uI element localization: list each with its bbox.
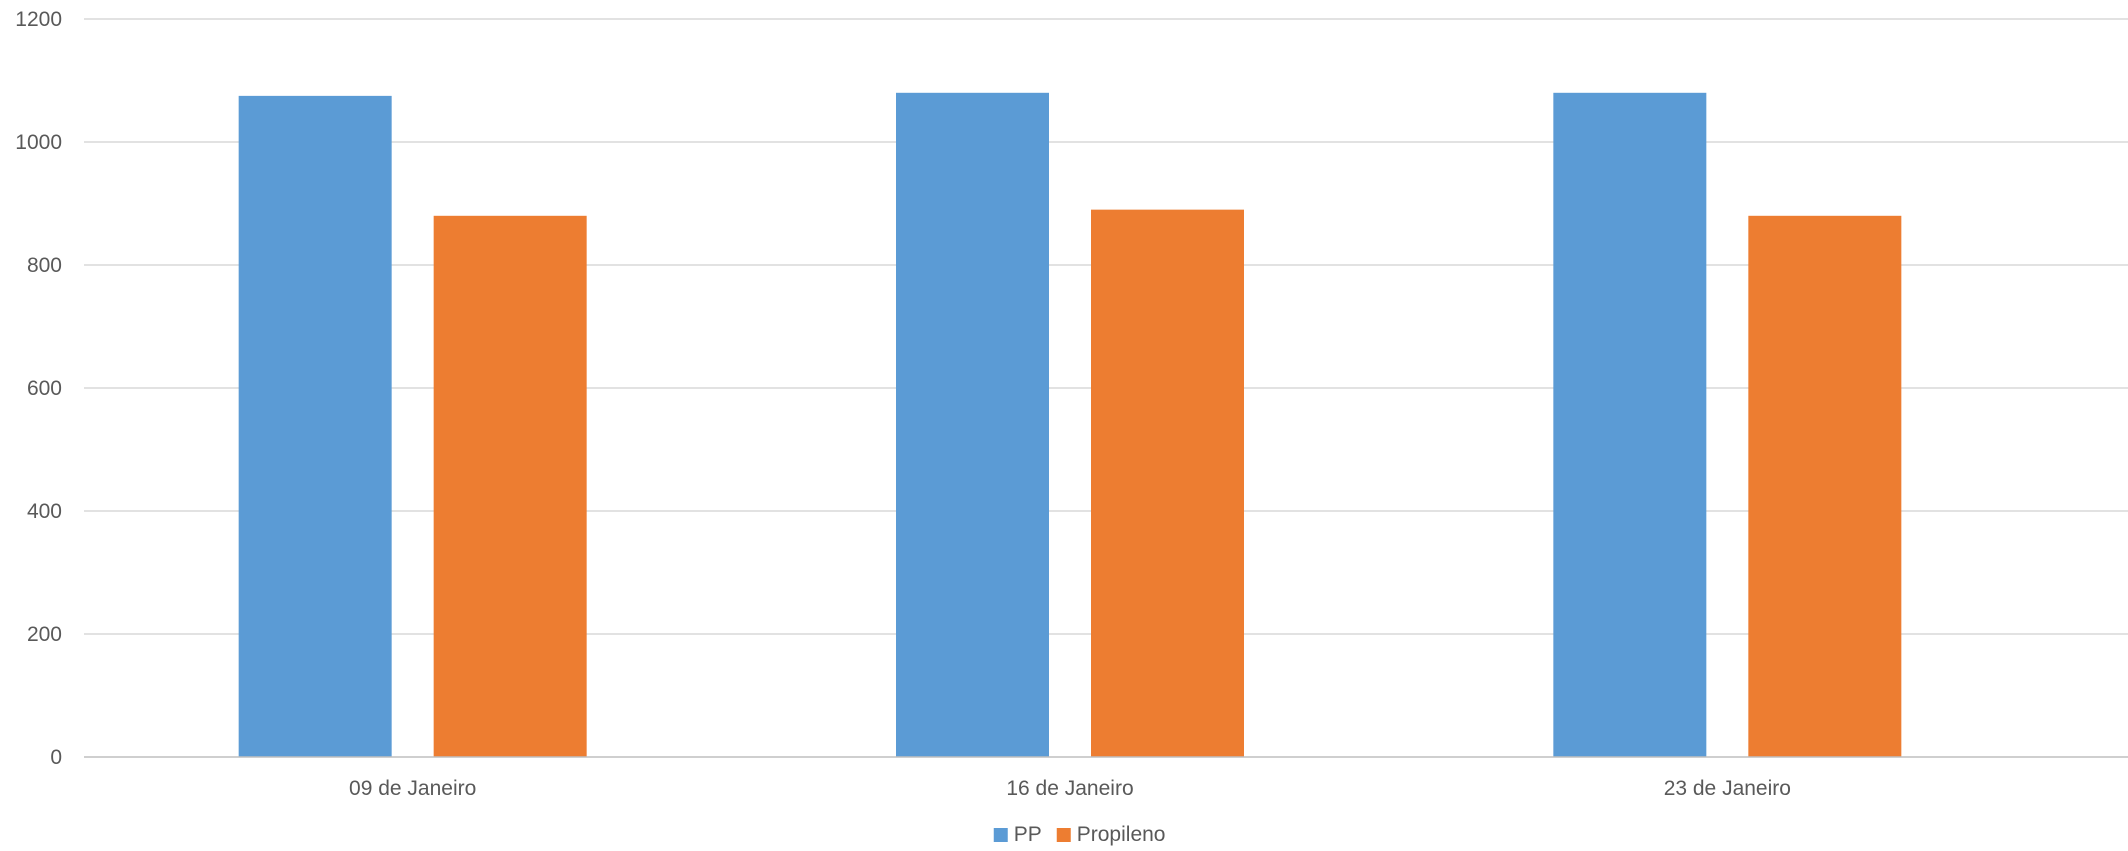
y-tick-label: 0 [50,746,62,769]
legend-swatch-propileno [1056,828,1071,842]
x-category-label: 23 de Janeiro [1664,777,1791,800]
bar-pp [1553,92,1707,758]
bars [238,92,1902,758]
axes: 0 200 400 600 800 1000 1200 09 de Janeiro 16 de … [15,8,2128,800]
bar-propileno [1748,215,1902,758]
y-tick-label: 1200 [15,8,62,31]
bar-pp [896,92,1049,758]
y-tick-label: 600 [27,377,62,400]
bar-propileno [1091,209,1244,757]
legend-label-propileno: Propileno [1077,823,1166,846]
x-category-label: 16 de Janeiro [1006,777,1133,800]
legend-label-pp: PP [1014,823,1042,846]
legend: PP Propileno [993,823,1166,846]
bar-propileno [433,215,587,758]
y-tick-label: 200 [27,623,62,646]
legend-swatch-pp [993,828,1008,842]
x-category-label: 09 de Janeiro [349,777,476,800]
y-tick-label: 1000 [15,131,62,154]
y-tick-label: 800 [27,254,62,277]
y-tick-label: 400 [27,500,62,523]
bar-pp [238,95,392,757]
